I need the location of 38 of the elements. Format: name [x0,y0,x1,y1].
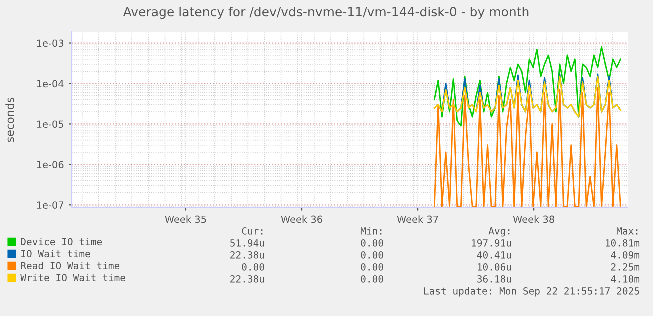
y-tick-label: 1e-04 [37,80,64,88]
text: 0.00 [361,263,384,271]
text: 51.94u [230,239,264,247]
text: Last update: Mon Sep 22 21:55:17 2025 [424,287,640,297]
y-tick-label: 1e-03 [37,40,64,48]
legend-label: Device IO time [21,238,102,246]
text: Min: [360,227,382,235]
x-tick-label: Week 35 [165,216,206,224]
text: 4.10m [611,275,640,283]
text: 0.00 [361,239,384,247]
y-axis-title: seconds [6,98,14,142]
y-tick-label: 1e-07 [37,202,64,209]
text: Cur: [242,227,263,235]
text: 10.06u [478,263,512,271]
y-tick-label: 1e-06 [37,161,64,169]
line-series [434,86,622,208]
text: 36.18u [478,275,512,283]
x-tick-label: Week 36 [281,216,322,224]
text: 10.81m [606,239,640,247]
line-series [434,46,622,127]
text: 197.91u [472,239,512,247]
x-tick-label: Week 38 [513,216,554,224]
legend-label: Write IO Wait time [20,274,126,282]
text: 22.38u [230,275,264,283]
text: 22.38u [230,251,264,259]
text: 4.09m [611,251,640,259]
text: Avg: [488,228,510,237]
text: 2.25m [611,263,640,271]
text: 0.00 [361,275,384,283]
legend-label: Read IO Wait time [21,262,120,270]
text: Max: [616,228,638,235]
text: 0.00 [242,263,264,271]
legend-label: IO Wait time [22,250,90,258]
x-tick-label: Week 37 [397,216,438,224]
chart-title: Average latency for /dev/vds-nvme-11/vm-144-disk-0 - by month [123,6,529,20]
text: 40.41u [477,251,512,259]
text: 0.00 [361,251,384,259]
y-tick-label: 1e-05 [37,120,64,128]
